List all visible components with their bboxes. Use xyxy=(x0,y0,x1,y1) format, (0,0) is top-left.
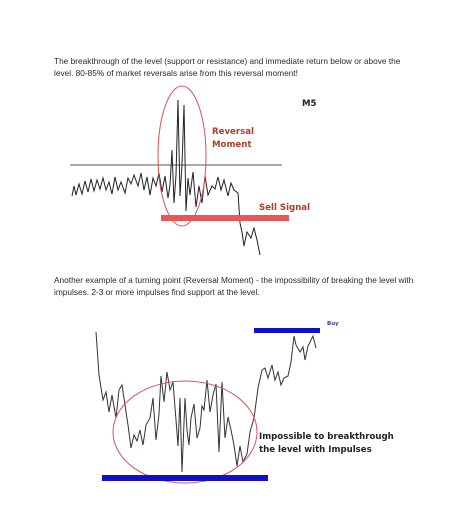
reversal-label-line2: Moment xyxy=(212,140,251,150)
price-line-2 xyxy=(95,331,317,473)
reversal-highlight-ellipse xyxy=(157,85,207,227)
intro-paragraph: The breakthrough of the level (support o… xyxy=(54,56,401,78)
timeframe-label: M5 xyxy=(302,99,317,109)
buy-label: Buy xyxy=(327,321,339,327)
price-line-1 xyxy=(71,99,261,256)
impulses-caption-line2: the level with Impulses xyxy=(259,445,372,455)
sell-signal-bar xyxy=(161,215,289,221)
sell-signal-label: Sell Signal xyxy=(259,203,310,213)
impulses-caption-line1: Impossible to breakthrough xyxy=(259,432,394,442)
reversal-label-line1: Reversal xyxy=(212,127,254,137)
support-level-bar xyxy=(102,475,268,481)
second-example-paragraph: Another example of a turning point (Reve… xyxy=(54,275,414,297)
support-impulses-figure: Buy Impossible to breakthrough the level… xyxy=(95,321,394,484)
impulses-highlight-ellipse xyxy=(112,380,258,484)
reversal-moment-figure: M5 Reversal Moment Sell Signal xyxy=(70,85,317,256)
buy-level-bar xyxy=(254,328,320,333)
